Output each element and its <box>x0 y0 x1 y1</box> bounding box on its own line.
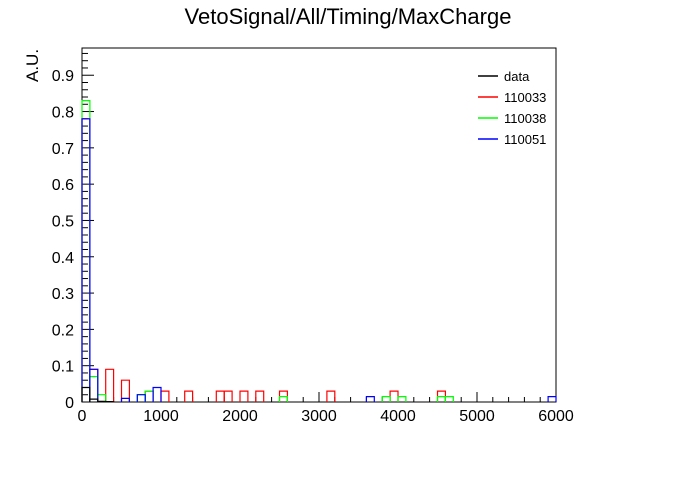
histogram-bin <box>185 391 193 402</box>
x-tick-label: 5000 <box>459 408 495 425</box>
y-axis-label: A.U. <box>23 49 42 82</box>
legend: data 110033 110038 110051 <box>478 69 546 147</box>
histogram-series <box>82 101 556 402</box>
histogram-bin <box>256 391 264 402</box>
y-tick-label: 0.4 <box>52 250 74 267</box>
y-tick-label: 0.3 <box>52 286 74 303</box>
series-110051 <box>82 119 556 402</box>
histogram-bin <box>240 391 248 402</box>
histogram-bin <box>145 391 153 402</box>
histogram-bin <box>161 391 169 402</box>
series-110038 <box>82 101 453 402</box>
histogram-bin <box>98 401 106 402</box>
series-110033 <box>82 119 445 402</box>
histogram-bin <box>390 391 398 402</box>
histogram-bin <box>145 391 153 402</box>
histogram-bin <box>398 397 406 402</box>
x-tick-label: 1000 <box>143 408 179 425</box>
histogram-bin <box>280 397 288 402</box>
histogram-bin <box>90 377 98 402</box>
histogram-bin <box>122 398 130 402</box>
histogram-bin <box>90 369 98 402</box>
histogram-bin <box>366 397 374 402</box>
histogram-bin <box>224 391 232 402</box>
histogram-bin <box>438 397 446 402</box>
y-tick-label: 0.6 <box>52 177 74 194</box>
legend-label: 110033 <box>504 90 546 105</box>
histogram-bin <box>82 101 90 402</box>
histogram-bin <box>82 119 90 402</box>
x-tick-label: 4000 <box>380 408 416 425</box>
chart-title: VetoSignal/All/Timing/MaxCharge <box>185 4 512 29</box>
y-tick-label: 0.1 <box>52 359 74 376</box>
x-tick-label: 6000 <box>538 408 574 425</box>
histogram-bin <box>106 369 114 402</box>
y-axis-ticks: 0 0.1 0.2 0.3 0.4 0.5 0.6 0.7 0.8 0.9 <box>52 53 94 412</box>
histogram-bin <box>137 395 145 402</box>
plot-frame <box>82 48 556 402</box>
y-tick-label: 0.2 <box>52 322 74 339</box>
histogram-bin <box>445 397 453 402</box>
legend-label: data <box>504 69 530 84</box>
x-axis-ticks: 0 1000 2000 3000 4000 5000 6000 <box>78 392 574 425</box>
histogram-bin <box>382 397 390 402</box>
legend-label: 110038 <box>504 111 546 126</box>
histogram-bin <box>153 388 161 403</box>
histogram-bin <box>327 391 335 402</box>
histogram-bin <box>216 391 224 402</box>
histogram-bin <box>90 369 98 402</box>
histogram-bin <box>82 119 90 402</box>
y-tick-label: 0.5 <box>52 213 74 230</box>
x-tick-label: 3000 <box>301 408 337 425</box>
legend-label: 110051 <box>504 132 546 147</box>
x-tick-label: 0 <box>78 408 87 425</box>
histogram-bin <box>548 397 556 402</box>
y-tick-label: 0.9 <box>52 68 74 85</box>
y-tick-label: 0.7 <box>52 141 74 158</box>
x-tick-label: 2000 <box>222 408 258 425</box>
y-tick-label: 0 <box>65 395 74 412</box>
histogram-bin <box>137 395 145 402</box>
y-tick-label: 0.8 <box>52 105 74 122</box>
